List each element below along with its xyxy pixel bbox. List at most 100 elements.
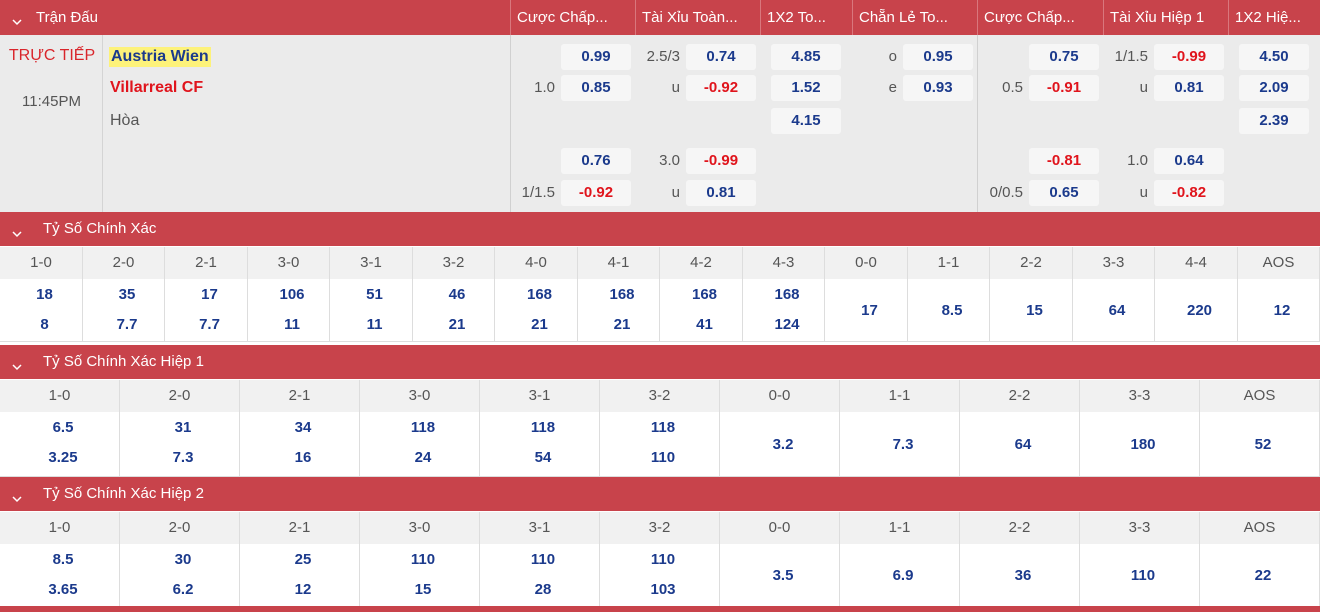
score-odds: 12: [1273, 301, 1291, 319]
score-label: 4-2: [660, 247, 743, 279]
score-cell: [990, 279, 1073, 342]
column-header: Chẵn Lẻ To...: [852, 0, 977, 35]
odds-value: -0.81: [1029, 148, 1099, 174]
score-odds: 24: [414, 449, 432, 466]
score-odds: 110: [1130, 567, 1156, 584]
score-odds: 118: [410, 419, 436, 436]
score-odds: 6.9: [892, 567, 914, 584]
score-odds: 52: [1254, 435, 1272, 453]
draw-label: Hòa: [110, 112, 140, 129]
away-team: Villarreal CF: [110, 79, 204, 96]
line: 1/1.5: [521, 184, 555, 201]
score-odds: 64: [1108, 301, 1126, 319]
score-label: 1-1: [840, 512, 960, 544]
score-odds: 35: [118, 286, 136, 303]
chevron-icon: [12, 19, 22, 26]
score-label: 3-2: [413, 247, 495, 279]
score-odds: 220: [1186, 301, 1213, 319]
score-label: 2-0: [120, 512, 240, 544]
score-odds: 110: [650, 551, 676, 568]
odds-value: 0.65: [1029, 180, 1099, 206]
odds-value: 2.09: [1239, 75, 1309, 101]
score-label: 2-2: [990, 247, 1073, 279]
score-odds: 7.3: [172, 449, 194, 466]
score-odds: 21: [531, 316, 548, 333]
score-odds: 15: [1026, 301, 1043, 319]
line: 2.5/3: [646, 48, 680, 65]
score-label: 3-0: [360, 380, 480, 412]
score-cell: [83, 279, 165, 342]
score-odds: 21: [448, 316, 466, 333]
chevron: [11, 490, 23, 503]
score-label: 3-1: [480, 512, 600, 544]
header-title: Trận Đấu: [36, 9, 98, 26]
score-label: 3-2: [600, 512, 720, 544]
score-odds: 25: [294, 551, 312, 568]
score-cell: [495, 279, 578, 342]
odds-value: 0.85: [561, 75, 631, 101]
chevron-icon: [12, 364, 22, 371]
score-cell: [600, 412, 720, 477]
score-odds: 168: [526, 286, 553, 303]
odds-value: -0.99: [1154, 44, 1224, 70]
column-header: 1X2 Hiệ...: [1228, 0, 1320, 35]
score-odds: 7.3: [892, 435, 914, 453]
odds-value: 0.81: [1154, 75, 1224, 101]
score-odds: 3.5: [772, 567, 794, 584]
score-odds: 51: [366, 286, 383, 303]
score-label: AOS: [1238, 247, 1320, 279]
score-odds: 106: [279, 286, 305, 303]
chevron: [11, 225, 23, 238]
score-cell: [578, 279, 660, 342]
score-cell: [908, 279, 990, 342]
score-odds: 103: [650, 581, 676, 598]
home-team: Austria Wien: [109, 47, 211, 67]
time: 11:45PM: [22, 93, 81, 110]
odds-value: 4.50: [1239, 44, 1309, 70]
odds-value: -0.91: [1029, 75, 1099, 101]
odds-value: 0.64: [1154, 148, 1224, 174]
score-label: 1-0: [0, 380, 120, 412]
score-cell: [840, 412, 960, 477]
score-cell: [248, 279, 330, 342]
score-label: 4-4: [1155, 247, 1238, 279]
score-odds: 110: [530, 551, 556, 568]
score-label: 4-0: [495, 247, 578, 279]
column-header: Cược Chấp...: [510, 0, 635, 35]
score-odds: 28: [534, 581, 552, 598]
score-odds: 8: [40, 316, 49, 333]
score-odds: 3.2: [772, 435, 794, 453]
chevron-icon: [12, 496, 22, 503]
score-cell: [743, 279, 825, 342]
odds-value: 2.39: [1239, 108, 1309, 134]
line: 0.5: [1002, 79, 1023, 96]
score-cell: [825, 279, 908, 342]
score-odds: 17: [861, 301, 878, 319]
line: o: [888, 48, 897, 65]
score-cell: [165, 279, 248, 342]
score-label: 0-0: [825, 247, 908, 279]
score-cell: [1073, 279, 1155, 342]
score-odds: 7.7: [199, 316, 220, 333]
score-odds: 16: [294, 449, 312, 466]
score-label: 2-1: [240, 380, 360, 412]
odds-value: -0.99: [686, 148, 756, 174]
score-odds: 41: [696, 316, 713, 333]
score-label: 2-0: [83, 247, 165, 279]
score-odds: 3.25: [48, 449, 78, 466]
score-label: 2-1: [165, 247, 248, 279]
section-title: Tỷ Số Chính Xác Hiệp 2: [43, 485, 204, 502]
line: 0/0.5: [989, 184, 1023, 201]
score-odds: 6.2: [172, 581, 194, 598]
score-label: 0-0: [720, 380, 840, 412]
score-label: 3-1: [480, 380, 600, 412]
score-label: 4-1: [578, 247, 660, 279]
score-cell: [1155, 279, 1238, 342]
column-header: Cược Chấp...: [977, 0, 1103, 35]
line: u: [671, 79, 680, 96]
score-odds: 17: [201, 286, 218, 303]
score-cell: [720, 412, 840, 477]
odds-value: -0.82: [1154, 180, 1224, 206]
score-cell: [120, 412, 240, 477]
